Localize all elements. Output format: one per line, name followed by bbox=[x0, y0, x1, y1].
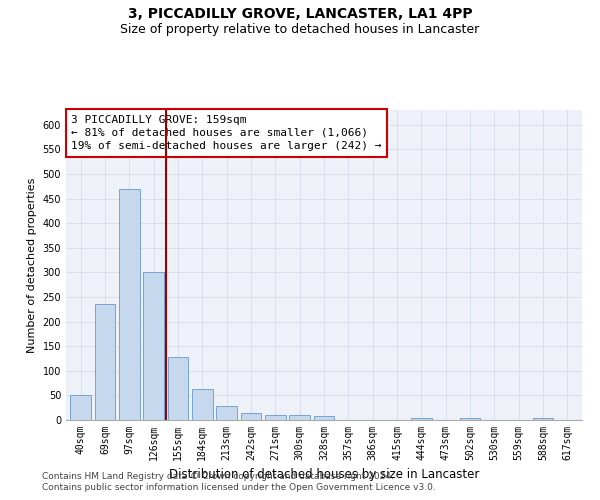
Bar bbox=[411, 418, 432, 420]
X-axis label: Distribution of detached houses by size in Lancaster: Distribution of detached houses by size … bbox=[169, 468, 479, 481]
Bar bbox=[70, 396, 91, 420]
Bar bbox=[241, 412, 262, 420]
Bar bbox=[314, 416, 334, 420]
Text: Contains HM Land Registry data © Crown copyright and database right 2024.: Contains HM Land Registry data © Crown c… bbox=[42, 472, 394, 481]
Bar bbox=[119, 188, 140, 420]
Bar bbox=[265, 415, 286, 420]
Text: 3 PICCADILLY GROVE: 159sqm
← 81% of detached houses are smaller (1,066)
19% of s: 3 PICCADILLY GROVE: 159sqm ← 81% of deta… bbox=[71, 114, 382, 151]
Bar bbox=[167, 357, 188, 420]
Text: Contains public sector information licensed under the Open Government Licence v3: Contains public sector information licen… bbox=[42, 483, 436, 492]
Bar bbox=[143, 272, 164, 420]
Bar bbox=[216, 406, 237, 420]
Y-axis label: Number of detached properties: Number of detached properties bbox=[27, 178, 37, 352]
Bar bbox=[289, 415, 310, 420]
Bar bbox=[192, 390, 212, 420]
Bar bbox=[95, 304, 115, 420]
Text: Size of property relative to detached houses in Lancaster: Size of property relative to detached ho… bbox=[121, 22, 479, 36]
Bar bbox=[533, 418, 553, 420]
Bar bbox=[460, 418, 481, 420]
Text: 3, PICCADILLY GROVE, LANCASTER, LA1 4PP: 3, PICCADILLY GROVE, LANCASTER, LA1 4PP bbox=[128, 8, 472, 22]
